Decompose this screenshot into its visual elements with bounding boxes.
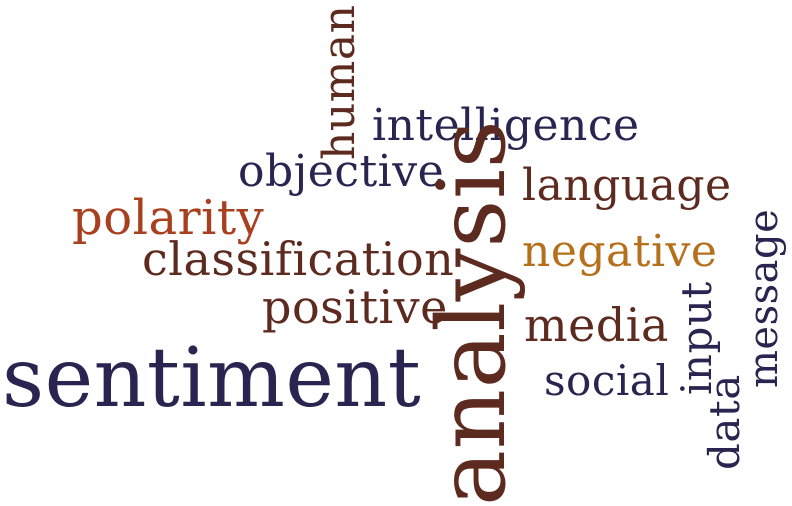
- word-objective: objective: [238, 146, 445, 197]
- word-media: media: [524, 298, 669, 352]
- word-positive: positive: [262, 280, 448, 334]
- word-classification: classification: [142, 232, 455, 286]
- word-human: human: [314, 4, 365, 160]
- word-intelligence: intelligence: [372, 100, 640, 151]
- word-data: data: [700, 374, 749, 470]
- word-negative: negative: [522, 226, 718, 277]
- word-language: language: [522, 160, 732, 211]
- word-social: social: [544, 356, 670, 405]
- word-analysis: analysis: [418, 119, 527, 506]
- word-sentiment: sentiment: [2, 331, 422, 426]
- word-message: message: [741, 208, 787, 388]
- word-polarity: polarity: [72, 190, 265, 246]
